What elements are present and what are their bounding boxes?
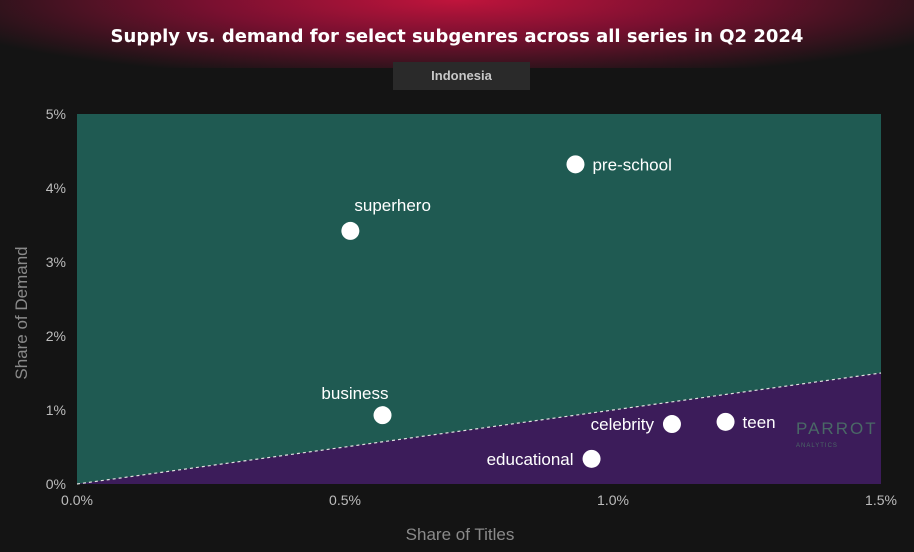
data-label-business: business <box>321 384 388 403</box>
data-label-pre-school: pre-school <box>592 155 671 174</box>
x-axis-title: Share of Titles <box>406 525 515 544</box>
data-label-celebrity: celebrity <box>591 415 655 434</box>
data-label-superhero: superhero <box>354 196 431 215</box>
y-tick-label: 0% <box>46 476 66 492</box>
title-banner <box>0 0 914 68</box>
x-tick-label: 0.5% <box>329 492 361 508</box>
y-axis-title: Share of Demand <box>12 246 31 379</box>
x-tick-label: 1.0% <box>597 492 629 508</box>
data-point-superhero[interactable] <box>341 221 360 240</box>
data-label-educational: educational <box>487 450 574 469</box>
parrot-watermark: PARROT ANALYTICS <box>796 419 878 449</box>
chart-title: Supply vs. demand for select subgenres a… <box>110 26 804 47</box>
y-tick-label: 1% <box>46 402 66 418</box>
data-point-celebrity[interactable] <box>662 415 681 434</box>
x-tick-label: 0.0% <box>61 492 93 508</box>
y-tick-label: 4% <box>46 180 66 196</box>
y-tick-label: 5% <box>46 106 66 122</box>
data-point-teen[interactable] <box>716 412 735 431</box>
data-point-pre-school[interactable] <box>566 155 585 174</box>
demand-above-supply-region <box>77 114 881 484</box>
y-tick-label: 3% <box>46 254 66 270</box>
data-point-educational[interactable] <box>582 449 601 468</box>
watermark-brand: PARROT <box>796 419 878 438</box>
data-label-teen: teen <box>743 413 776 432</box>
x-tick-label: 1.5% <box>865 492 897 508</box>
y-tick-label: 2% <box>46 328 66 344</box>
data-point-business[interactable] <box>373 406 392 425</box>
watermark-sub: ANALYTICS <box>796 443 838 449</box>
region-tab[interactable]: Indonesia <box>393 62 530 90</box>
